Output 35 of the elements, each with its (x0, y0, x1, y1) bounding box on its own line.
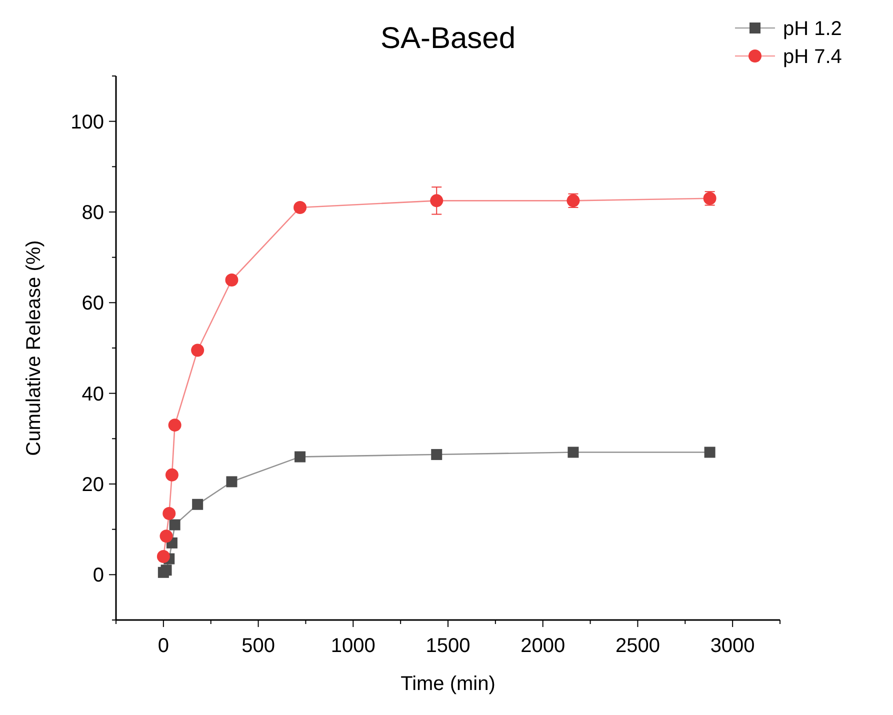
y-tick-label: 80 (82, 202, 104, 224)
point (704, 446, 716, 458)
chart-title: SA-Based (380, 22, 516, 55)
x-tick-label: 1000 (330, 635, 376, 657)
x-tick-label: 3000 (710, 635, 755, 657)
x-tick-label: 1500 (426, 635, 470, 657)
x-tick-label: 2000 (520, 635, 566, 657)
y-tick-label: 40 (82, 383, 104, 406)
y-tick-label: 20 (82, 474, 104, 496)
point (225, 274, 238, 286)
point (568, 446, 579, 458)
point (226, 476, 238, 488)
point (191, 344, 204, 357)
point (294, 200, 307, 214)
point (430, 194, 444, 208)
point (168, 418, 182, 432)
x-tick-label: 2500 (615, 635, 660, 657)
point (165, 468, 178, 482)
y-tick-label: 60 (82, 292, 104, 315)
point (156, 550, 170, 564)
y-tick-label: 100 (70, 111, 104, 134)
x-tick-label: 500 (242, 635, 275, 657)
point (169, 519, 180, 530)
legend-label: pH 7.4 (783, 46, 842, 68)
legend-label: pH 1.2 (783, 18, 842, 40)
x-axis-title: Time (min) (400, 673, 496, 695)
point (160, 530, 173, 543)
y-tick-label: 0 (92, 564, 104, 587)
point (162, 506, 176, 520)
point (431, 449, 442, 460)
point (160, 564, 172, 576)
point (192, 498, 204, 510)
point (294, 451, 306, 462)
y-axis-title: Cumulative Release (%) (23, 240, 45, 456)
x-tick-label: 0 (158, 635, 169, 657)
